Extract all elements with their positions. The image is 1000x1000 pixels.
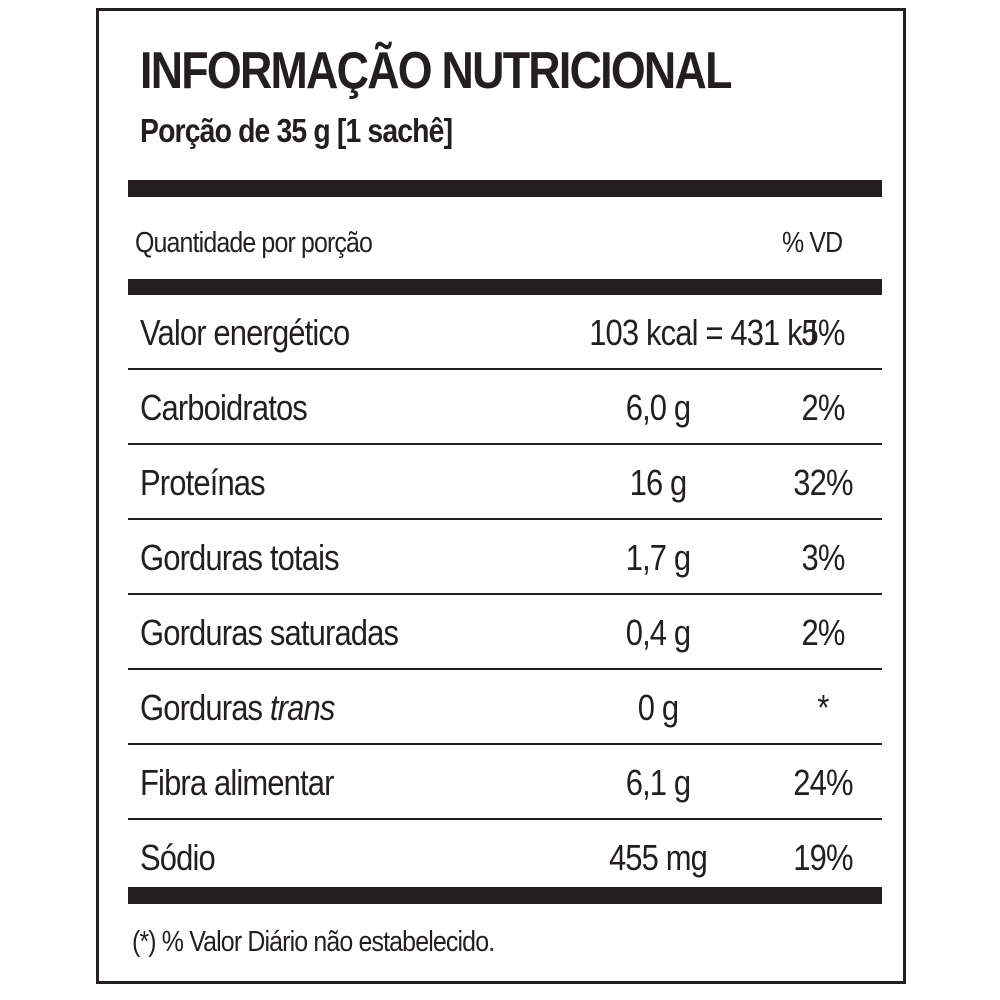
nutrient-amount: 1,7 g: [625, 537, 691, 578]
nutrient-row: Gorduras saturadas 0,4 g 2%: [128, 595, 882, 670]
divider-thick-middle: [128, 279, 882, 295]
nutrient-daily-value: 24%: [793, 762, 853, 803]
nutrient-row: Sódio 455 mg 19%: [128, 820, 882, 895]
nutrient-daily-value: *: [817, 687, 829, 728]
nutrient-daily-value: 5%: [801, 312, 845, 353]
divider-thick-bottom: [128, 887, 882, 904]
nutrient-row: Gorduras totais 1,7 g 3%: [128, 520, 882, 595]
footnote: (*) % Valor Diário não estabelecido.: [132, 926, 495, 958]
nutrient-amount: 16 g: [629, 462, 688, 503]
nutrient-row: Valor energético 103 kcal = 431 kJ 5%: [128, 295, 882, 370]
nutrient-name: Carboidratos: [140, 387, 308, 428]
serving-size: Porção de 35 g [1 sachê]: [140, 112, 453, 149]
header-quantity-per-serving: Quantidade por porção: [135, 227, 373, 259]
nutrient-amount: 6,1 g: [625, 762, 691, 803]
nutrient-amount: 103 kcal = 431 kJ: [589, 312, 817, 353]
nutrient-daily-value: 3%: [801, 537, 845, 578]
nutrient-row: Gorduras trans 0 g *: [128, 670, 882, 745]
nutrient-table: Valor energético 103 kcal = 431 kJ 5% Ca…: [128, 295, 882, 895]
nutrient-name: Valor energético: [140, 312, 350, 353]
nutrient-daily-value: 19%: [793, 837, 853, 878]
nutrient-name: Sódio: [140, 837, 216, 878]
nutrient-name: Proteínas: [140, 462, 266, 503]
nutrient-daily-value: 32%: [793, 462, 853, 503]
divider-thick-top: [128, 180, 882, 197]
nutrient-name: Fibra alimentar: [140, 762, 334, 803]
nutrition-facts-panel: INFORMAÇÃO NUTRICIONAL Porção de 35 g [1…: [96, 8, 906, 984]
nutrient-amount: 0 g: [637, 687, 679, 728]
nutrient-amount: 6,0 g: [625, 387, 691, 428]
nutrient-name: Gorduras trans: [140, 687, 335, 728]
header-daily-value: % VD: [782, 227, 843, 259]
nutrient-row: Fibra alimentar 6,1 g 24%: [128, 745, 882, 820]
nutrient-name: Gorduras totais: [140, 537, 340, 578]
nutrient-row: Proteínas 16 g 32%: [128, 445, 882, 520]
nutrient-amount: 455 mg: [608, 837, 708, 878]
nutrient-daily-value: 2%: [801, 387, 845, 428]
nutrient-name: Gorduras saturadas: [140, 612, 399, 653]
nutrient-daily-value: 2%: [801, 612, 845, 653]
nutrient-row: Carboidratos 6,0 g 2%: [128, 370, 882, 445]
label-title: INFORMAÇÃO NUTRICIONAL: [140, 42, 732, 100]
nutrient-amount: 0,4 g: [625, 612, 691, 653]
